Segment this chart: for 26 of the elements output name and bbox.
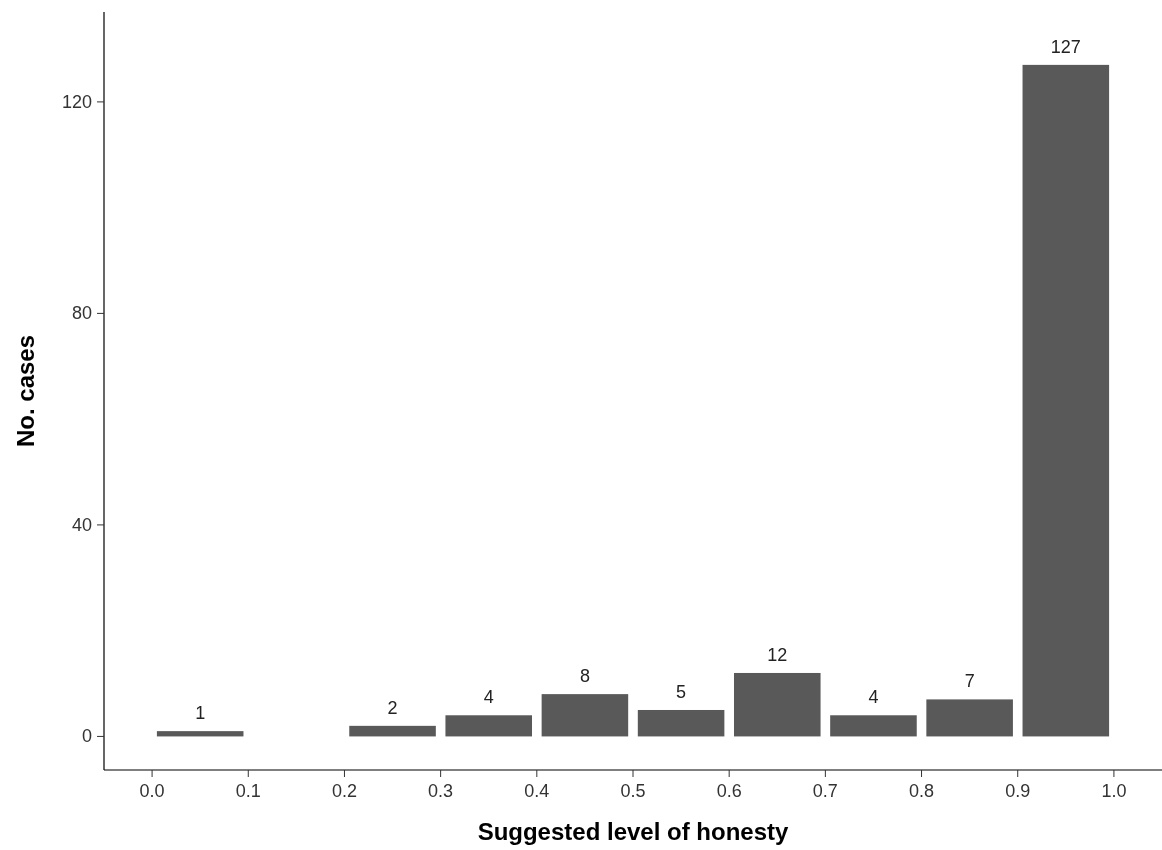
data-label: 12 — [767, 644, 788, 665]
x-tick-label: 0.6 — [716, 781, 742, 801]
data-label: 7 — [964, 671, 975, 692]
data-label: 127 — [1050, 36, 1081, 57]
x-tick-label: 0.0 — [139, 781, 165, 801]
y-tick-label: 0 — [81, 726, 92, 747]
x-tick-label: 0.1 — [235, 781, 261, 801]
x-tick-label: 0.8 — [909, 781, 935, 801]
x-tick-label: 0.4 — [524, 781, 550, 801]
x-tick-label: 0.2 — [331, 781, 357, 801]
y-tick-label: 120 — [61, 91, 92, 112]
x-tick-label: 0.9 — [1005, 781, 1031, 801]
data-label: 4 — [868, 687, 879, 708]
data-label: 4 — [483, 687, 494, 708]
x-tick-label: 0.3 — [428, 781, 454, 801]
data-label: 5 — [676, 681, 687, 702]
y-axis-title: No. cases — [12, 334, 39, 448]
y-tick-label: 40 — [71, 514, 92, 535]
data-label: 1 — [195, 703, 206, 724]
x-tick-label: 0.7 — [812, 781, 838, 801]
y-tick-label: 80 — [71, 303, 92, 324]
x-axis-title: Suggested level of honesty — [477, 818, 790, 845]
x-tick-label: 0.5 — [620, 781, 646, 801]
x-tick-label: 1.0 — [1101, 781, 1127, 801]
data-label: 2 — [387, 697, 398, 718]
data-label: 8 — [579, 666, 590, 687]
